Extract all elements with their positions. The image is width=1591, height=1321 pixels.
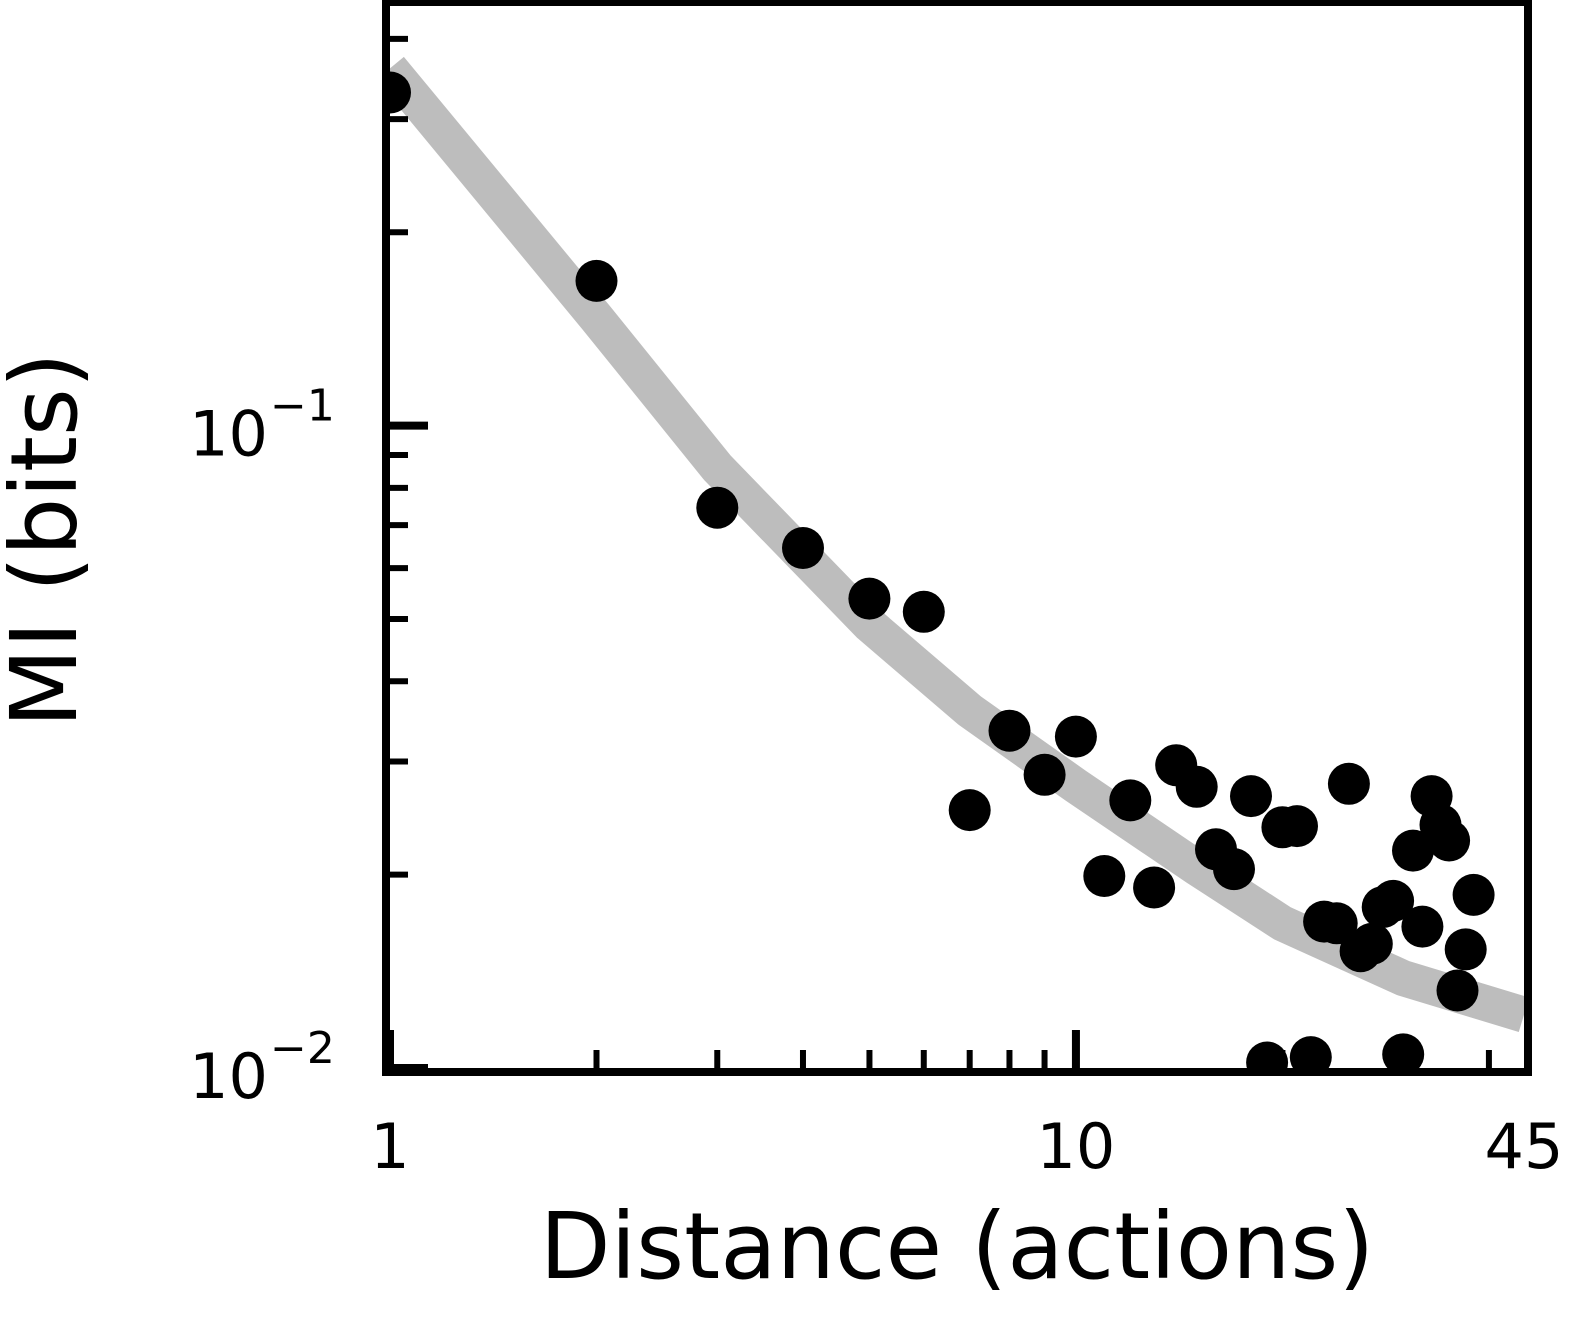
data-point [1023, 753, 1066, 796]
data-point [1133, 866, 1176, 909]
data-point [1083, 855, 1126, 897]
data-point [575, 259, 618, 302]
y-tick-label: 10 [189, 398, 268, 471]
data-point [1452, 873, 1495, 916]
data-point [848, 577, 891, 620]
data-point [696, 486, 739, 529]
data-point [1276, 805, 1318, 848]
y-axis-title: MI (bits) [0, 352, 98, 728]
data-point [948, 789, 991, 832]
data-point [1392, 829, 1434, 872]
data-point [1428, 819, 1471, 862]
x-axis-title: Distance (actions) [540, 1193, 1374, 1300]
y-tick-exponent: −1 [270, 381, 335, 432]
fit-curve [384, 56, 1530, 1033]
plot-frame [382, 0, 1532, 1076]
data-point [1436, 969, 1479, 1012]
data-point [988, 709, 1031, 752]
x-tick-label: 1 [370, 1110, 409, 1183]
data-point [1401, 905, 1444, 948]
data-point [1327, 762, 1370, 805]
data-point [782, 527, 824, 569]
data-point [1213, 848, 1255, 891]
data-point [1315, 902, 1358, 945]
data-points-layer [384, 71, 1495, 1074]
data-point [1230, 775, 1272, 818]
data-point [1444, 928, 1487, 971]
data-point [1109, 779, 1152, 822]
data-point [1054, 715, 1097, 758]
data-point [1372, 879, 1415, 922]
data-point [1289, 1036, 1332, 1074]
x-tick-label: 45 [1485, 1110, 1564, 1183]
y-tick-exponent: −2 [270, 1023, 335, 1074]
y-tick-label: 10 [189, 1040, 268, 1113]
data-point [1175, 765, 1218, 808]
data-point [1350, 922, 1393, 965]
ticks-layer [384, 35, 1492, 1074]
data-point [902, 590, 945, 633]
x-tick-label: 10 [1036, 1110, 1115, 1183]
data-point [1246, 1041, 1289, 1074]
data-point [384, 71, 411, 114]
fit-curve-layer [384, 56, 1530, 1033]
